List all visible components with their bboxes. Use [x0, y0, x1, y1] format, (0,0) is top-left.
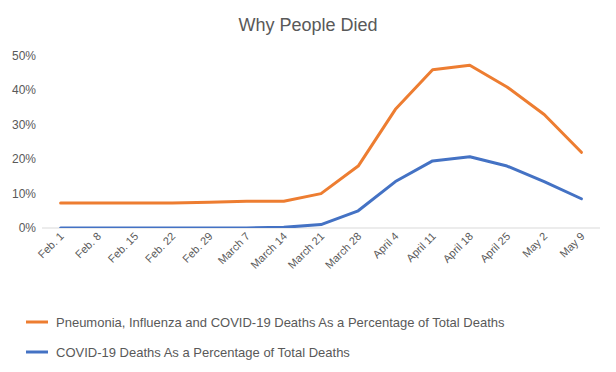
legend-label: COVID-19 Deaths As a Percentage of Total…: [56, 345, 350, 360]
x-tick-label: Feb. 1: [35, 230, 66, 261]
title: Why People Died: [238, 15, 377, 35]
x-tick-label: Feb. 8: [73, 230, 104, 261]
x-tick-label: May 9: [557, 230, 587, 260]
chart: Why People Died0%10%20%30%40%50%Feb. 1Fe…: [0, 0, 616, 372]
x-tick-label: April 4: [370, 230, 401, 261]
x-tick-label: Feb. 22: [143, 230, 178, 265]
series-line: [61, 65, 582, 203]
x-tick-label: April 18: [440, 230, 475, 265]
lines: [61, 65, 582, 228]
legend-swatch: [26, 351, 48, 354]
y-tick-label: 0%: [19, 221, 37, 235]
x-tick-label: Feb. 15: [106, 230, 141, 265]
y-tick-label: 30%: [12, 118, 36, 132]
y-tick-label: 10%: [12, 187, 36, 201]
y-tick-label: 20%: [12, 152, 36, 166]
legend-label: Pneumonia, Influenza and COVID-19 Deaths…: [56, 315, 505, 330]
y-tick-label: 40%: [12, 83, 36, 97]
x-tick-label: March 21: [286, 230, 327, 271]
series-line: [61, 157, 582, 228]
x-tick-label: April 11: [404, 230, 438, 264]
legend-swatch: [26, 321, 48, 324]
x-tick-label: May 2: [520, 230, 550, 260]
x-tick-label: March 7: [215, 230, 252, 267]
y-tick-label: 50%: [12, 49, 36, 63]
x-tick-label: March 14: [248, 230, 289, 271]
x-tick-label: March 28: [323, 230, 364, 271]
x-tick-label: April 25: [478, 230, 513, 265]
x-tick-label: Feb. 29: [180, 230, 215, 265]
